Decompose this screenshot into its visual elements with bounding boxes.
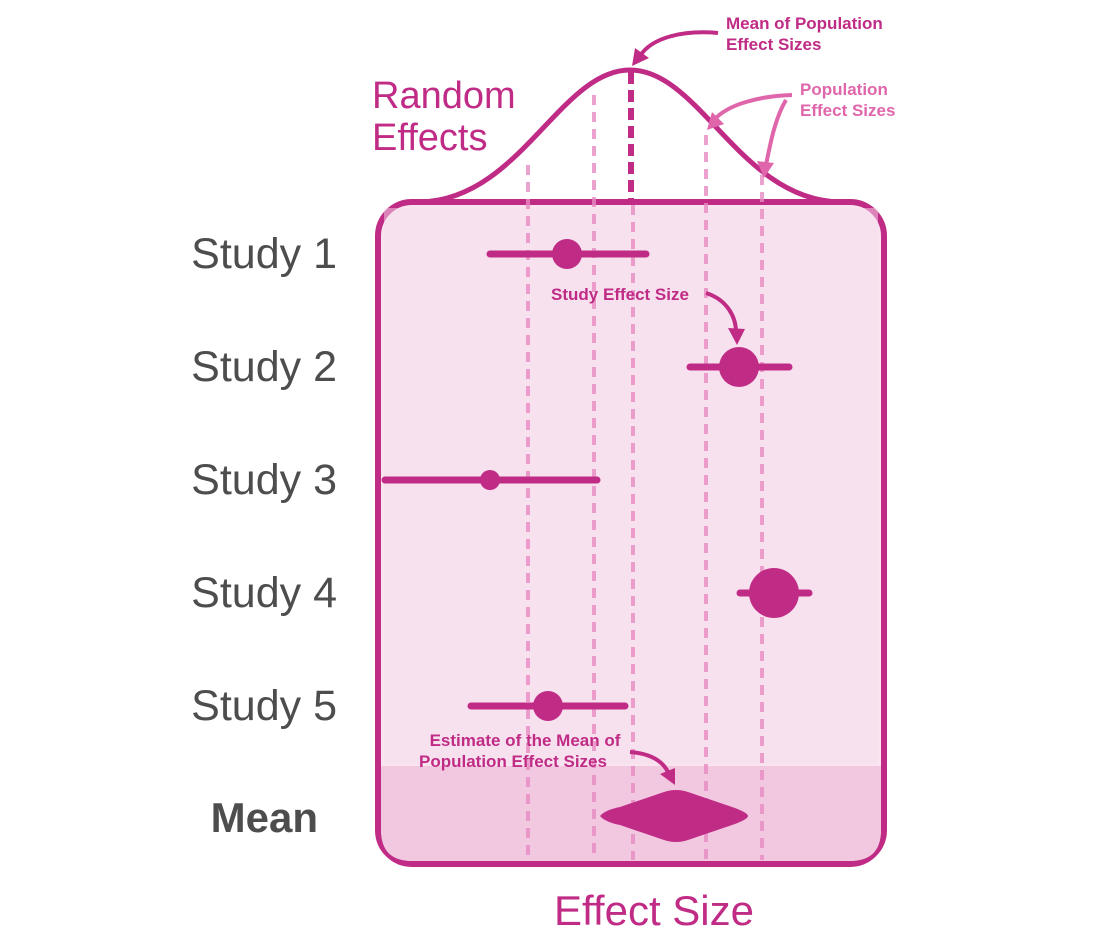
mean-estimate-diamond [600, 790, 748, 842]
study-3-estimate [381, 470, 601, 490]
population-effects-arrowhead-2 [757, 161, 774, 178]
population-effects-arrowhead-1 [707, 112, 724, 130]
study-3-point [480, 470, 500, 490]
mean-population-arrowhead [632, 48, 649, 66]
study-2-label: Study 2 [191, 343, 337, 391]
title-line-2: Effects [372, 117, 487, 159]
estimate-mean-annotation-line-2: Population Effect Sizes [419, 752, 607, 771]
estimate-mean-annotation-line-1: Estimate of the Mean of [430, 731, 621, 750]
study-1-label: Study 1 [191, 230, 337, 278]
study-4-label: Study 4 [191, 569, 337, 617]
study-5-estimate [467, 691, 629, 721]
mean-population-arrow [638, 30, 719, 58]
study-1-point [552, 239, 582, 269]
study-1-estimate [486, 239, 650, 269]
study-5-point [533, 691, 563, 721]
mean-row-label: Mean [211, 794, 318, 841]
mean-population-annotation-line-2: Effect Sizes [726, 35, 821, 54]
study-3-label: Study 3 [191, 456, 337, 504]
study-4-estimate [736, 568, 813, 618]
population-effects-annotation-line-2: Effect Sizes [800, 101, 895, 120]
study-effect-size-annotation: Study Effect Size [551, 285, 689, 304]
title-line-1: Random [372, 75, 516, 117]
mean-population-annotation-line-1: Mean of Population [726, 14, 883, 33]
x-axis-label: Effect Size [554, 887, 754, 934]
study-5-label: Study 5 [191, 682, 337, 730]
estimate-mean-arrow [629, 750, 670, 773]
estimate-mean-arrowhead [660, 768, 675, 785]
population-effects-annotation-line-1: Population [800, 80, 888, 99]
population-effects-arrow-1 [712, 93, 793, 122]
population-effects-arrow-2 [764, 98, 788, 166]
study-effect-size-arrowhead [728, 328, 745, 345]
study-2-point [719, 347, 759, 387]
study-2-estimate [686, 347, 793, 387]
study-effect-size-arrow [705, 291, 738, 333]
study-4-point [749, 568, 799, 618]
